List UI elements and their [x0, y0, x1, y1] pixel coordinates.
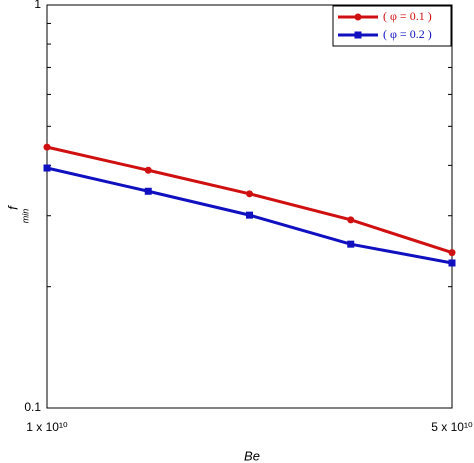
- marker: [448, 249, 456, 257]
- y-label-main: f: [5, 205, 20, 210]
- plot-frame: [46, 4, 453, 409]
- x-axis-label: Be: [244, 448, 260, 463]
- legend-label: ( φ = 0.1 ): [383, 9, 432, 23]
- marker: [246, 190, 253, 198]
- x-tick-label: 5 x 10¹⁰: [431, 420, 473, 434]
- legend-marker: [354, 31, 362, 39]
- y-axis-label: f min: [5, 205, 30, 223]
- legend-marker: [354, 13, 362, 21]
- legend-label: ( φ = 0.2 ): [383, 27, 432, 41]
- y-tick-label: 0.1: [24, 400, 41, 414]
- marker: [43, 164, 51, 172]
- marker: [347, 240, 355, 248]
- marker: [448, 259, 456, 267]
- marker: [144, 166, 152, 174]
- marker: [43, 143, 51, 151]
- y-label-sub: min: [20, 209, 30, 224]
- series-line: [46, 145, 453, 255]
- marker: [246, 211, 253, 219]
- x-tick-label: 1 x 10¹⁰: [26, 420, 68, 434]
- marker: [347, 216, 355, 224]
- legend-box: [332, 5, 452, 47]
- y-tick-label: 1: [34, 0, 41, 11]
- marker: [144, 187, 152, 195]
